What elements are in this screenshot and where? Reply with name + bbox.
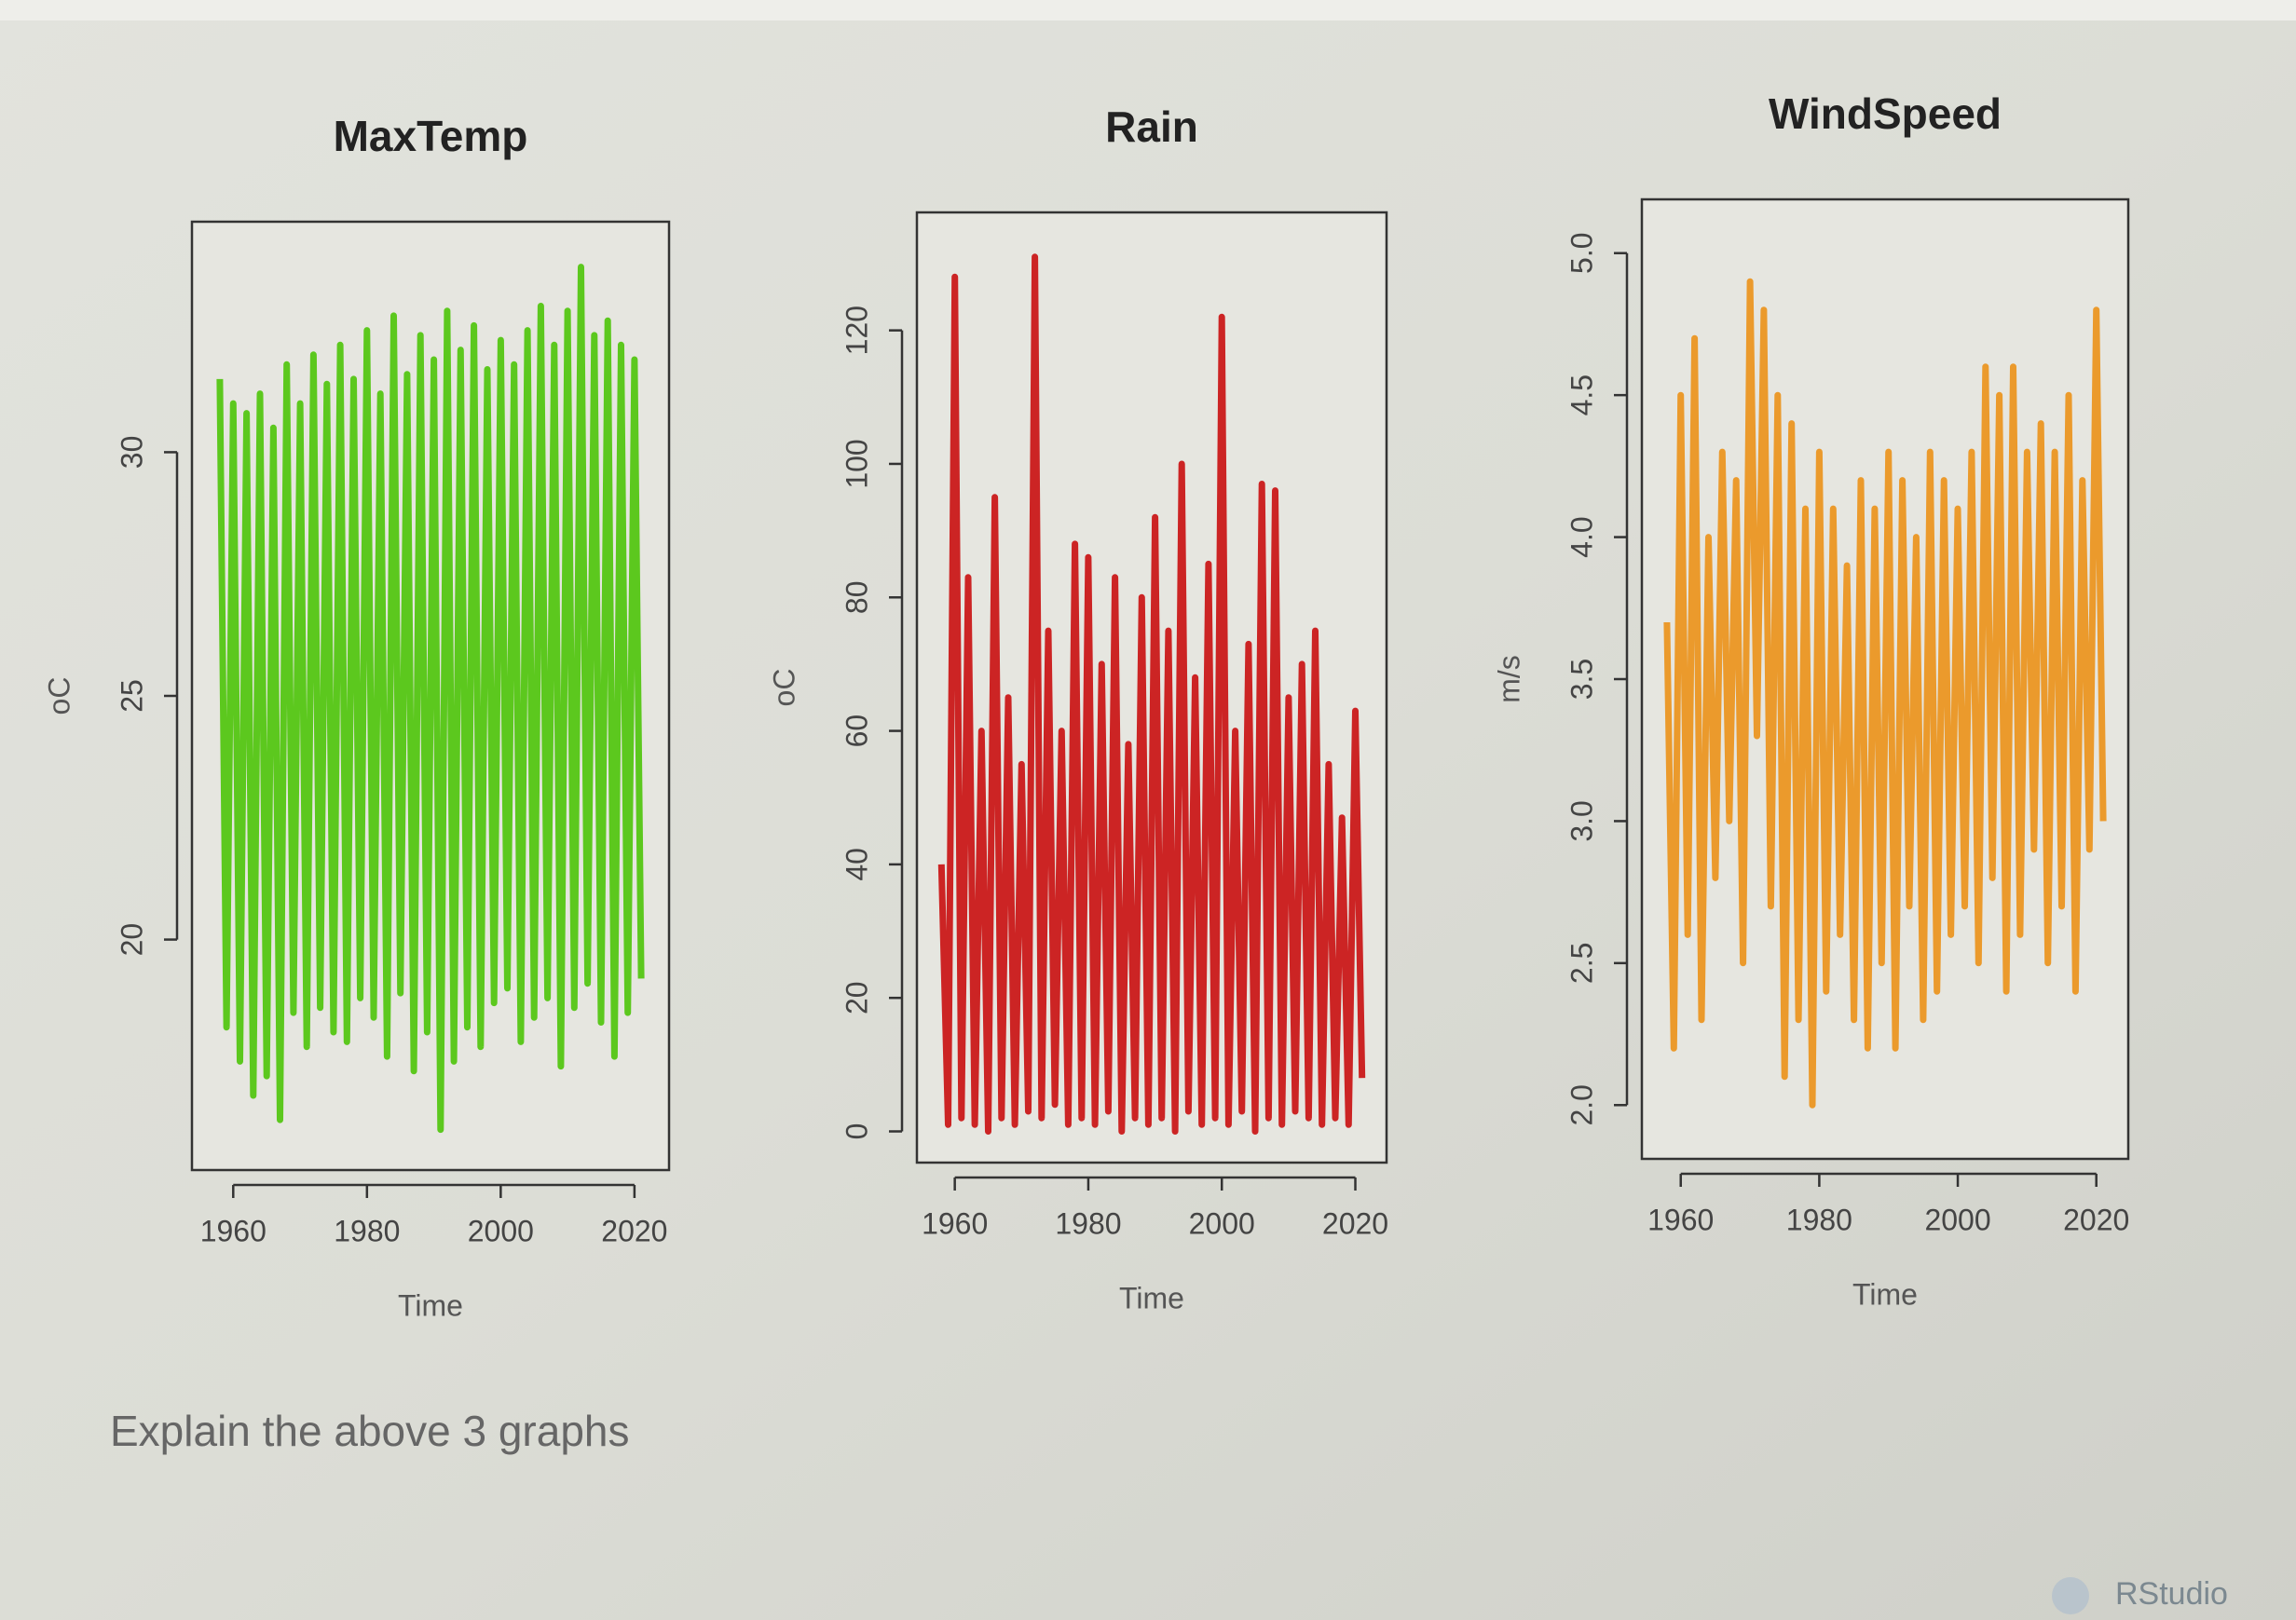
x-tick-label: 1980 bbox=[1055, 1206, 1121, 1240]
chart-title: MaxTemp bbox=[334, 112, 528, 160]
y-tick-label: 3.0 bbox=[1565, 800, 1598, 841]
app-name: RStudio bbox=[2115, 1576, 2228, 1612]
y-tick-label: 2.5 bbox=[1565, 943, 1598, 984]
y-axis-label: oC bbox=[767, 669, 800, 707]
y-tick-label: 2.0 bbox=[1565, 1084, 1598, 1125]
y-tick-label: 0 bbox=[840, 1123, 873, 1140]
x-tick-label: 2020 bbox=[1322, 1206, 1388, 1240]
chart-title: Rain bbox=[1105, 102, 1198, 151]
y-tick-label: 40 bbox=[840, 848, 873, 881]
app-icon bbox=[2052, 1577, 2089, 1614]
y-tick-label: 3.5 bbox=[1565, 659, 1598, 700]
y-tick-label: 20 bbox=[115, 923, 148, 957]
chart-title: WindSpeed bbox=[1769, 89, 2002, 138]
data-line bbox=[1663, 278, 2107, 1109]
y-tick-label: 100 bbox=[840, 439, 873, 488]
x-tick-label: 1960 bbox=[200, 1214, 266, 1247]
x-tick-label: 2020 bbox=[2063, 1203, 2129, 1236]
x-tick-label: 2000 bbox=[1189, 1206, 1255, 1240]
y-tick-label: 30 bbox=[115, 436, 148, 470]
question: Explain the above 3 graphs bbox=[110, 1407, 630, 1455]
top-strip bbox=[0, 0, 2296, 20]
x-tick-label: 2000 bbox=[468, 1214, 534, 1247]
data-line bbox=[937, 253, 1366, 1135]
y-tick-label: 20 bbox=[840, 981, 873, 1014]
data-line bbox=[216, 264, 645, 1134]
y-tick-label: 4.0 bbox=[1565, 516, 1598, 557]
y-tick-label: 5.0 bbox=[1565, 232, 1598, 273]
y-tick-label: 4.5 bbox=[1565, 374, 1598, 415]
x-tick-label: 2000 bbox=[1924, 1203, 1990, 1236]
y-tick-label: 25 bbox=[115, 679, 148, 713]
x-axis-label: Time bbox=[1852, 1277, 1918, 1311]
y-tick-label: 60 bbox=[840, 715, 873, 748]
y-tick-label: 80 bbox=[840, 580, 873, 614]
x-tick-label: 1980 bbox=[334, 1214, 400, 1247]
y-axis-label: oC bbox=[42, 677, 75, 715]
y-axis-label: m/s bbox=[1492, 655, 1525, 703]
y-tick-label: 120 bbox=[840, 306, 873, 355]
x-tick-label: 2020 bbox=[601, 1214, 667, 1247]
x-tick-label: 1980 bbox=[1786, 1203, 1852, 1236]
x-tick-label: 1960 bbox=[922, 1206, 988, 1240]
x-axis-label: Time bbox=[1119, 1281, 1184, 1314]
x-axis-label: Time bbox=[398, 1288, 463, 1322]
x-tick-label: 1960 bbox=[1647, 1203, 1714, 1236]
